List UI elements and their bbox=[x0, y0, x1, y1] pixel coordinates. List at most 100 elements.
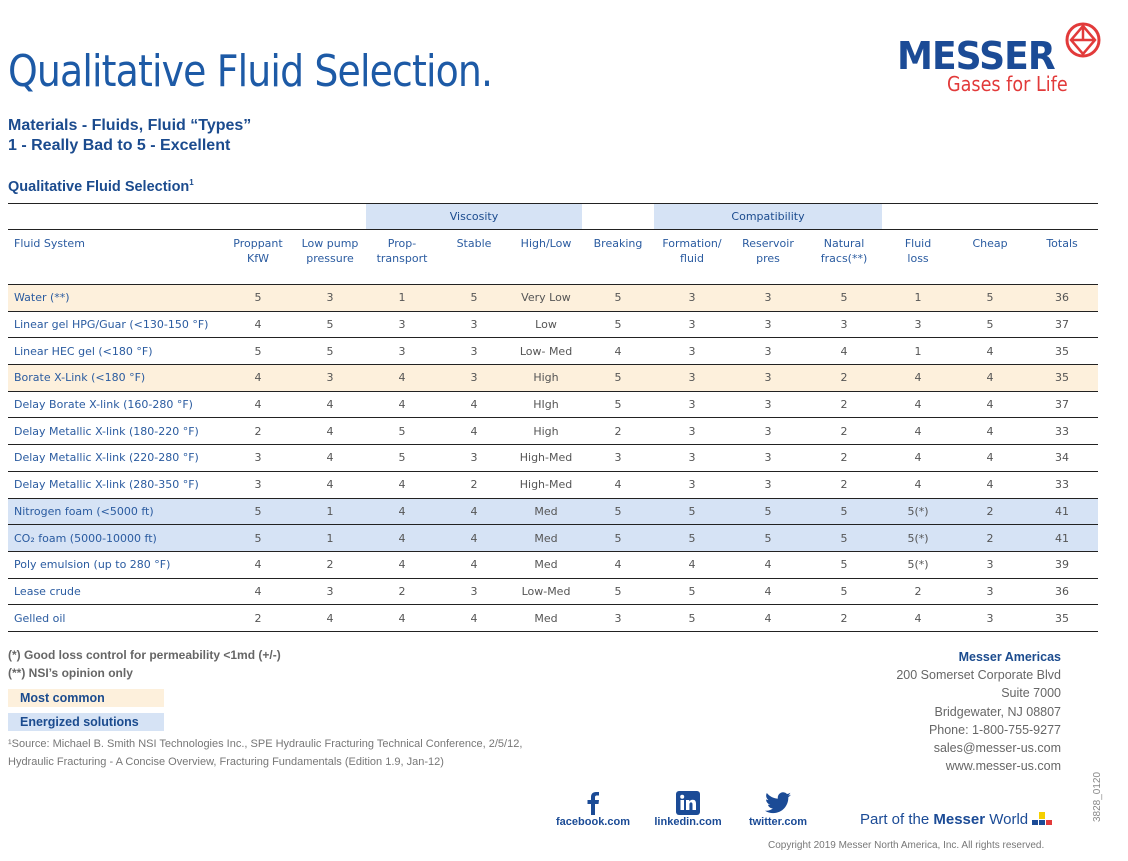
subtitle-scale: 1 - Really Bad to 5 - Excellent bbox=[8, 137, 231, 154]
rating-cell: 4 bbox=[764, 611, 772, 625]
messer-emblem-icon bbox=[1065, 22, 1101, 58]
rating-cell: 4 bbox=[914, 398, 922, 412]
rating-cell: 5 bbox=[730, 524, 806, 552]
part-of-messer-world: Part of the Messer World bbox=[860, 810, 1053, 828]
rating-cell: 36 bbox=[1055, 584, 1070, 598]
rating-cell: Med bbox=[510, 498, 582, 525]
document-code: 3828_0120 bbox=[1092, 771, 1103, 822]
fluid-system-cell: Delay Metallic X-link (220-280 °F) bbox=[14, 451, 199, 465]
facebook-label[interactable]: facebook.com bbox=[556, 816, 630, 828]
column-header: Fluid loss bbox=[904, 237, 932, 265]
rating-cell: 36 bbox=[1026, 284, 1099, 312]
fluid-system-cell: Nitrogen foam (<5000 ft) bbox=[8, 498, 222, 525]
rating-cell: 3 bbox=[764, 424, 772, 438]
rating-cell: 3 bbox=[840, 318, 848, 332]
rating-cell: 4 bbox=[326, 424, 334, 438]
rating-cell: 4 bbox=[688, 558, 696, 572]
rating-cell: 3 bbox=[254, 451, 262, 465]
twitter-label[interactable]: twitter.com bbox=[748, 816, 808, 828]
column-header: Fluid System bbox=[14, 237, 85, 250]
fluid-system-cell: Borate X-Link (<180 °F) bbox=[8, 364, 222, 392]
rating-cell: 5 bbox=[954, 284, 1027, 312]
rating-cell: 5 bbox=[806, 498, 883, 525]
fluid-system-cell: Delay Metallic X-link (180-220 °F) bbox=[14, 424, 199, 438]
rating-cell: 5(*) bbox=[882, 524, 955, 552]
rating-cell: 2 bbox=[840, 398, 848, 412]
rating-cell: 5(*) bbox=[907, 558, 929, 572]
rating-cell: 4 bbox=[254, 318, 262, 332]
linkedin-icon bbox=[676, 791, 700, 815]
linkedin-label[interactable]: linkedin.com bbox=[654, 816, 722, 828]
table-title: Qualitative Fluid Selection1 bbox=[8, 178, 194, 195]
table-row: Delay Metallic X-link (220-280 °F) 3 4 5 3 Hi… bbox=[8, 444, 1099, 472]
group-compatibility: Compatibility bbox=[654, 203, 883, 230]
rating-cell: 5 bbox=[254, 344, 262, 358]
rating-cell: 4 bbox=[470, 398, 478, 412]
table-title-text: Qualitative Fluid Selection bbox=[8, 178, 190, 195]
rating-cell: 3 bbox=[764, 344, 772, 358]
rating-cell: 3 bbox=[398, 344, 406, 358]
rating-cell: 4 bbox=[438, 498, 510, 525]
contact-website[interactable]: www.messer-us.com bbox=[945, 759, 1061, 774]
rating-cell: 2 bbox=[806, 364, 883, 392]
rating-cell: 4 bbox=[840, 344, 848, 358]
table-row: Linear HEC gel (<180 °F) 5 5 3 3 Low- Med 4 3 3 4… bbox=[8, 337, 1099, 365]
rating-cell: 3 bbox=[764, 451, 772, 465]
rating-cell: 41 bbox=[1026, 524, 1099, 552]
group-spacer bbox=[882, 204, 1098, 230]
rating-cell: 5 bbox=[582, 524, 654, 552]
rating-cell: 2 bbox=[840, 478, 848, 492]
rating-cell: 4 bbox=[254, 558, 262, 572]
fluid-system-cell: Delay Metallic X-link (280-350 °F) bbox=[14, 478, 199, 492]
rating-cell: 2 bbox=[470, 478, 478, 492]
rating-cell: 3 bbox=[688, 344, 696, 358]
column-header: Cheap bbox=[972, 237, 1008, 250]
linkedin-link[interactable]: linkedin.com bbox=[652, 790, 724, 828]
rating-cell: High-Med bbox=[519, 478, 573, 492]
rating-cell: 3 bbox=[470, 318, 478, 332]
rating-cell: 5 bbox=[688, 611, 696, 625]
source-line-2: Hydraulic Fracturing - A Concise Overvie… bbox=[8, 756, 444, 768]
contact-block: Messer Americas 200 Somerset Corporate B… bbox=[896, 648, 1061, 775]
twitter-icon bbox=[765, 792, 791, 814]
group-viscosity: Viscosity bbox=[366, 203, 582, 230]
rating-cell: 2 bbox=[254, 424, 262, 438]
rating-cell: 4 bbox=[614, 344, 622, 358]
fluid-system-cell: Lease crude bbox=[14, 584, 81, 598]
rating-cell: 4 bbox=[254, 398, 262, 412]
rating-cell: 39 bbox=[1055, 558, 1070, 572]
rating-cell: 2 bbox=[254, 611, 262, 625]
fluid-system-cell: Linear gel HPG/Guar (<130-150 °F) bbox=[14, 318, 209, 332]
rating-cell: Very Low bbox=[510, 284, 582, 312]
twitter-link[interactable]: twitter.com bbox=[744, 790, 812, 828]
rating-cell: 2 bbox=[398, 584, 406, 598]
note-nsi-opinion: (**) NSI’s opinion only bbox=[8, 666, 133, 680]
column-header-row: Fluid System Proppant KfW Low pump pressure P… bbox=[8, 230, 1098, 285]
rating-cell: 1 bbox=[914, 344, 922, 358]
rating-cell: 35 bbox=[1055, 611, 1070, 625]
rating-cell: Med bbox=[510, 524, 582, 552]
part-of-suffix: World bbox=[985, 811, 1029, 828]
rating-cell: 4 bbox=[986, 424, 994, 438]
contact-email[interactable]: sales@messer-us.com bbox=[933, 741, 1061, 756]
rating-cell: 2 bbox=[840, 424, 848, 438]
source-line-1: ¹Source: Michael B. Smith NSI Technologi… bbox=[8, 738, 523, 750]
rating-cell: 3 bbox=[730, 284, 806, 312]
rating-cell: Low bbox=[535, 318, 557, 332]
table-row: Borate X-Link (<180 °F) 4 3 4 3 High 5 3 3 2 4 4 35 bbox=[8, 364, 1099, 392]
table-row: Nitrogen foam (<5000 ft) 5 1 4 4 Med 5 5 5 5 5(*) 2… bbox=[8, 498, 1099, 525]
rating-cell: 4 bbox=[954, 364, 1027, 392]
rating-cell: 3 bbox=[470, 344, 478, 358]
column-header: Breaking bbox=[593, 237, 643, 250]
rating-cell: 5 bbox=[222, 284, 294, 312]
facebook-link[interactable]: facebook.com bbox=[556, 790, 630, 828]
rating-cell: 5 bbox=[840, 558, 848, 572]
column-header: Formation/fluid bbox=[662, 237, 722, 265]
fluid-system-cell: CO₂ foam (5000-10000 ft) bbox=[8, 524, 222, 552]
rating-cell: 5 bbox=[398, 451, 406, 465]
legend-energized-solutions: Energized solutions bbox=[8, 713, 164, 731]
subtitle-materials: Materials - Fluids, Fluid “Types” bbox=[8, 117, 252, 134]
rating-cell: 5(*) bbox=[882, 498, 955, 525]
rating-cell: High-Med bbox=[519, 451, 573, 465]
rating-cell: 4 bbox=[366, 524, 438, 552]
